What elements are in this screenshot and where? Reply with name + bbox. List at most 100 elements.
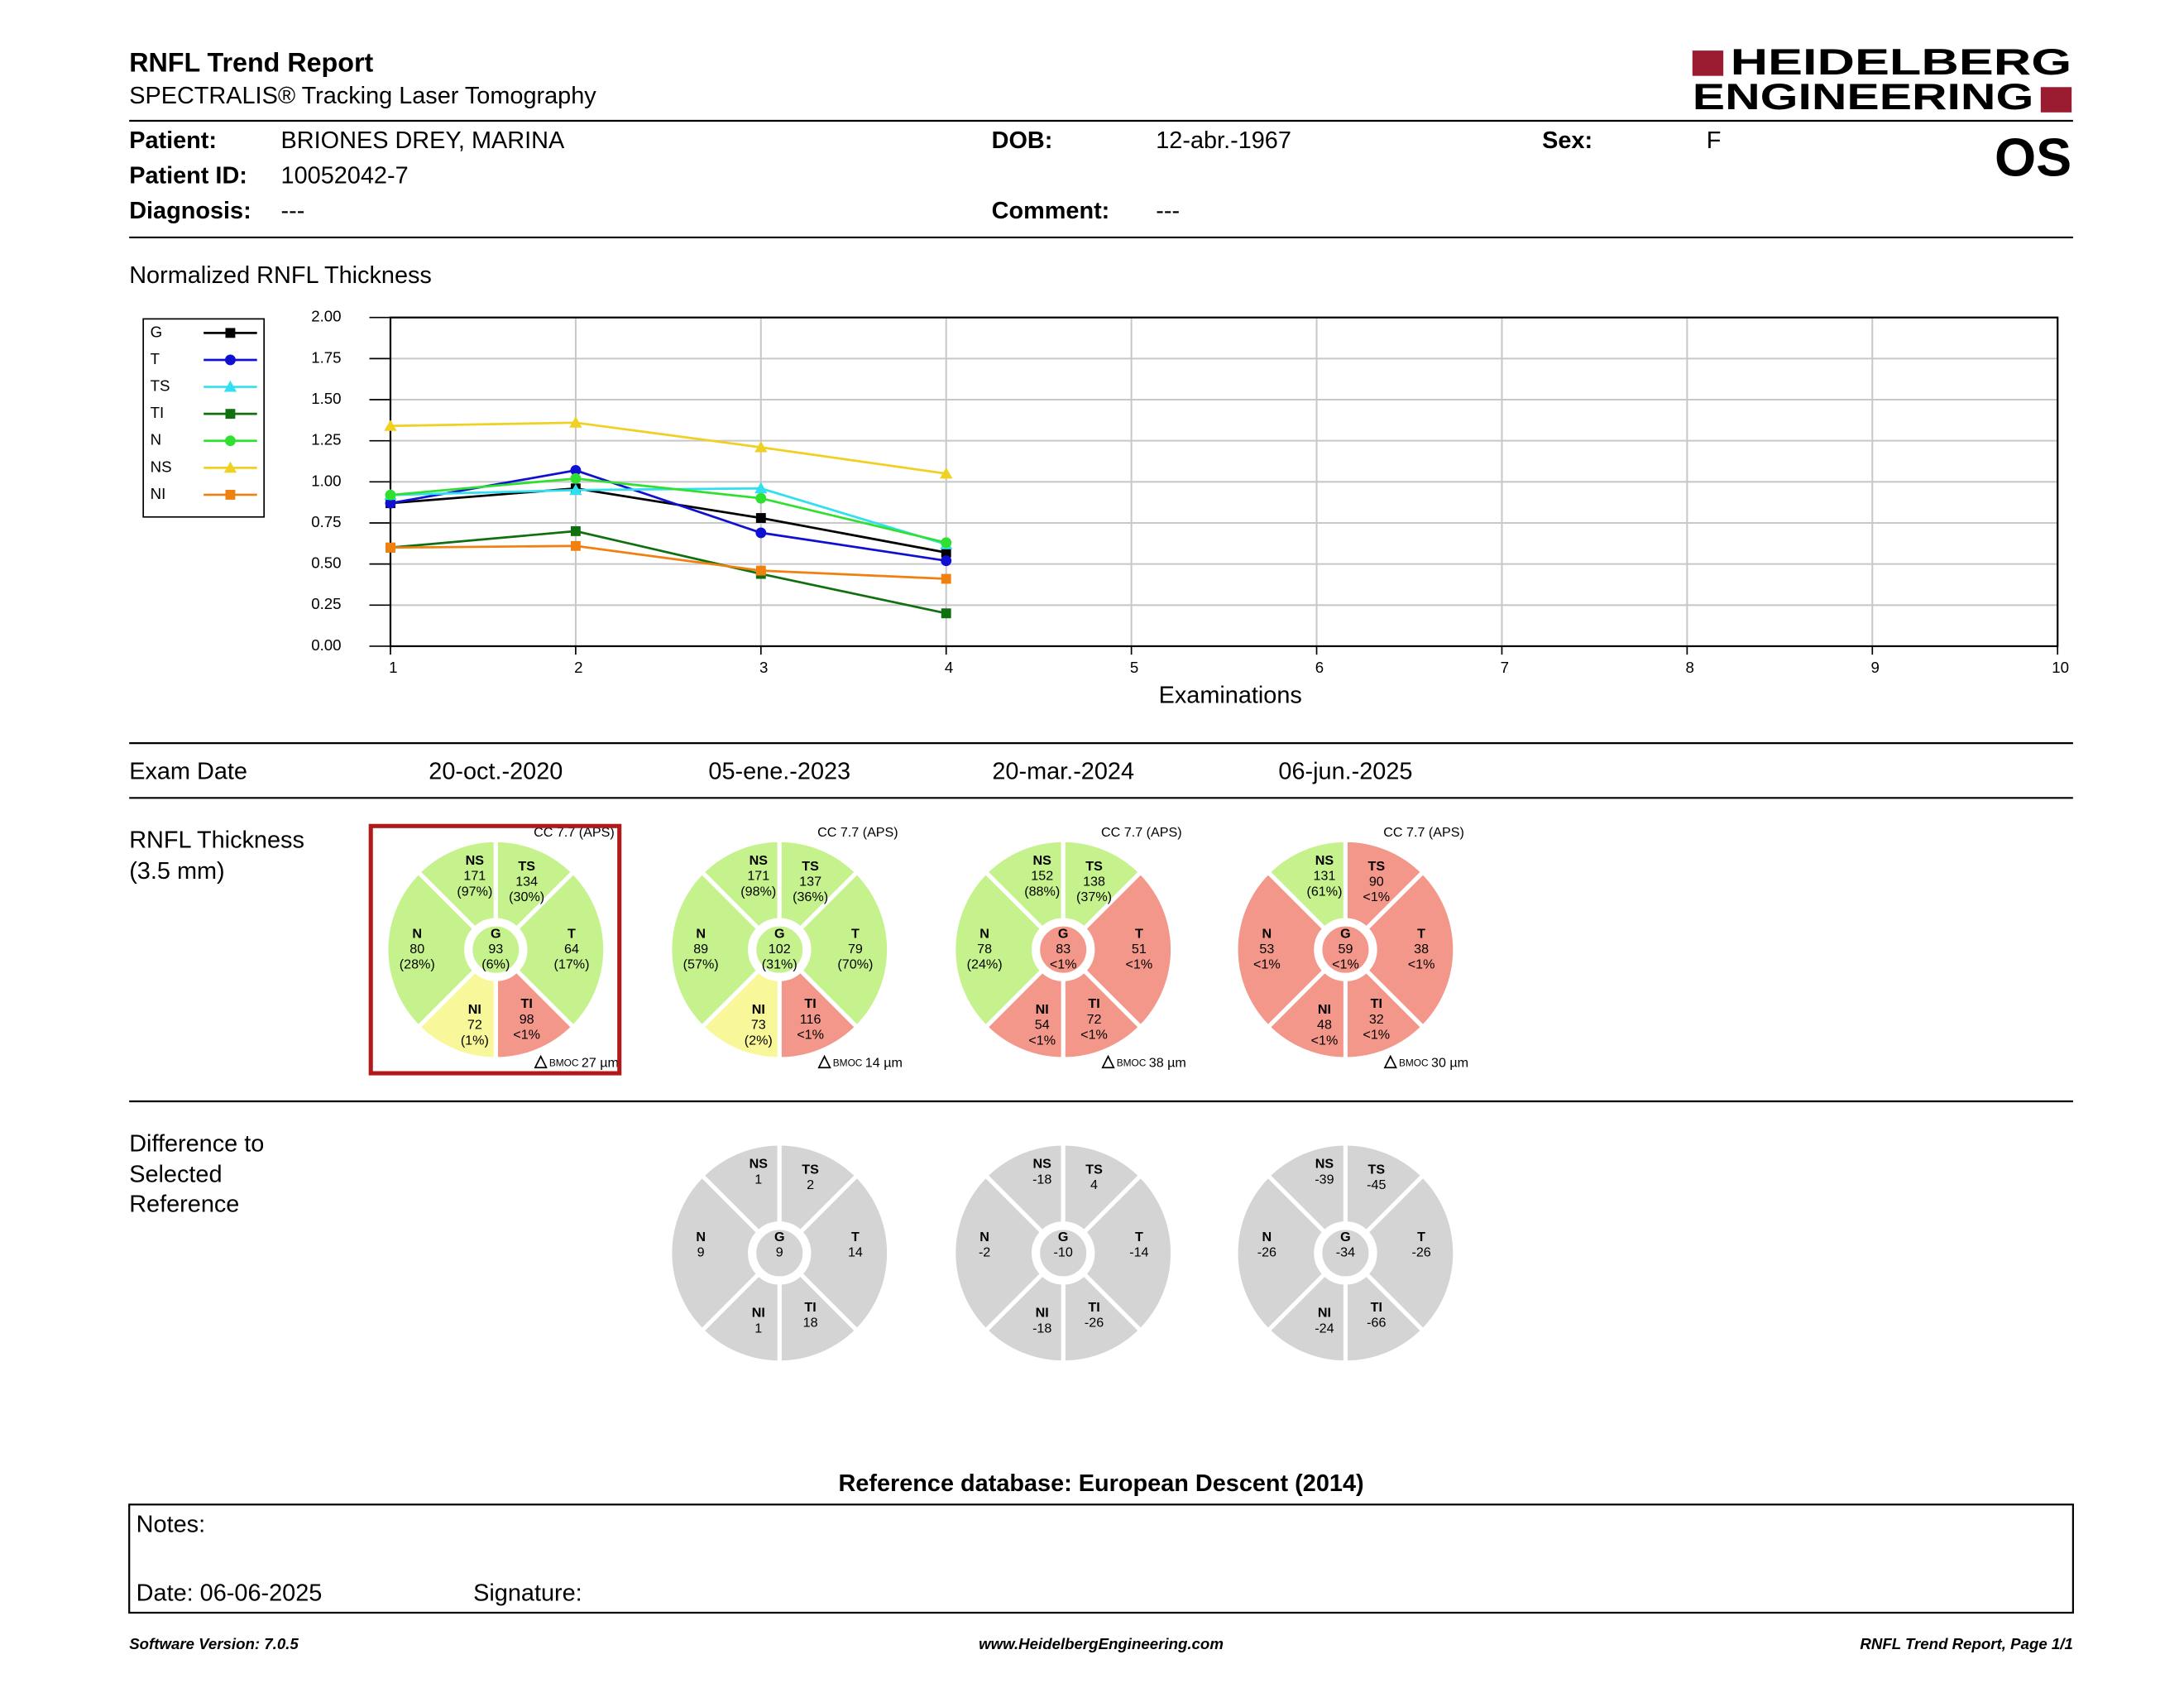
- y-tick-label: 0.25: [311, 595, 341, 612]
- x-tick-label: 4: [945, 659, 953, 676]
- sector-value: 98: [520, 1012, 534, 1027]
- sector-percent: <1%: [1028, 1033, 1056, 1048]
- sector-value: 2: [807, 1177, 814, 1192]
- footer-right: RNFL Trend Report, Page 1/1: [1860, 1635, 2072, 1652]
- x-tick-label: 2: [574, 659, 582, 676]
- sector-value: 102: [769, 942, 791, 957]
- sector-name: TS: [1085, 1162, 1103, 1177]
- legend-label: TS: [151, 376, 170, 394]
- marker: [225, 328, 236, 338]
- sector-value: 152: [1031, 869, 1053, 884]
- bmoc-label: BMOC: [1117, 1057, 1147, 1068]
- sector-name: NI: [752, 1306, 765, 1321]
- selected-frame: [368, 823, 622, 1076]
- sector: [468, 922, 524, 977]
- sector-circle: NS152(88%)TS138(37%)T51<1%TI72<1%NI54<1%…: [951, 837, 1176, 1062]
- legend-label: G: [151, 323, 163, 340]
- sector-name: TS: [1085, 859, 1103, 874]
- sector-value: -26: [1257, 1245, 1276, 1260]
- sector-percent: <1%: [1050, 957, 1077, 972]
- sector-value: 171: [747, 869, 769, 884]
- sector-percent: (36%): [793, 890, 828, 904]
- sector-name: TI: [1371, 996, 1382, 1011]
- sector-name: G: [1340, 926, 1351, 941]
- sector-value: 79: [848, 942, 863, 957]
- marker: [941, 547, 951, 558]
- sector: [1265, 837, 1348, 933]
- marker: [225, 490, 236, 500]
- sector-percent: <1%: [1080, 1027, 1108, 1042]
- y-tick-label: 0.75: [311, 513, 341, 530]
- section-label: RNFL Thickness: [129, 827, 304, 854]
- sector-name: NS: [750, 853, 769, 868]
- sector-percent: (2%): [745, 1033, 773, 1048]
- sector-percent: (61%): [1306, 884, 1342, 899]
- y-tick-label: 1.50: [311, 390, 341, 407]
- sector: [1343, 1270, 1426, 1365]
- bmoc-triangle: [1383, 1054, 1397, 1069]
- sector: [752, 1225, 807, 1281]
- sector-value: 38: [1414, 942, 1429, 957]
- sector: [668, 1172, 762, 1334]
- sector-value: -34: [1336, 1245, 1355, 1260]
- sector: [777, 1270, 860, 1365]
- x-tick-label: 8: [1686, 659, 1694, 676]
- sector: [777, 837, 860, 933]
- sector-value: -26: [1411, 1245, 1430, 1260]
- marker: [386, 542, 395, 553]
- sector-name: TS: [1367, 1162, 1385, 1177]
- sector: [513, 869, 608, 1030]
- sector-percent: (24%): [967, 957, 1003, 972]
- sector-percent: <1%: [1253, 957, 1281, 972]
- cc-label: CC 7.7 (APS): [1101, 825, 1182, 840]
- marker: [225, 409, 236, 420]
- sector-name: TI: [1088, 1300, 1099, 1315]
- bmoc-triangle: [817, 1054, 831, 1069]
- marker: [755, 565, 766, 576]
- sector-name: T: [851, 926, 860, 941]
- sector-percent: <1%: [1363, 1027, 1390, 1042]
- sector-value: 1: [754, 1172, 762, 1187]
- sector-name: N: [696, 926, 706, 941]
- y-tick-label: 1.25: [311, 431, 341, 448]
- marker: [569, 416, 582, 428]
- sector-value: 53: [1259, 942, 1274, 957]
- sector-value: 54: [1035, 1018, 1050, 1033]
- sector: [1363, 1172, 1458, 1334]
- field-value: F: [1707, 127, 1722, 154]
- logo-text: HEIDELBERG: [1731, 42, 2072, 83]
- sector-value: -39: [1315, 1172, 1334, 1187]
- sector-value: 18: [803, 1316, 818, 1331]
- field-label: Patient:: [129, 127, 217, 154]
- sector: [493, 837, 577, 933]
- cc-label: CC 7.7 (APS): [1383, 825, 1464, 840]
- marker: [570, 464, 582, 476]
- sector-value: 32: [1369, 1012, 1384, 1027]
- sector-percent: (57%): [683, 957, 719, 972]
- marker: [570, 540, 581, 551]
- marker: [754, 440, 768, 453]
- sector: [1233, 869, 1328, 1030]
- sector-name: NI: [1036, 1002, 1049, 1017]
- legend-box: [142, 318, 266, 518]
- sector-name: NS: [1033, 1157, 1052, 1172]
- sector-value: 4: [1090, 1177, 1098, 1192]
- legend-label: NS: [151, 458, 172, 475]
- sector: [1061, 837, 1144, 933]
- sector: [1233, 1172, 1328, 1334]
- sector: [951, 869, 1046, 1030]
- sector-value: 137: [799, 874, 821, 889]
- series-line: [390, 421, 946, 475]
- field-label: DOB:: [992, 127, 1053, 154]
- sector-value: 116: [800, 1012, 821, 1027]
- series-line: [390, 487, 946, 554]
- sector: [1265, 967, 1348, 1062]
- bmoc-value: 38 µm: [1149, 1055, 1186, 1070]
- sector-name: G: [774, 1230, 785, 1244]
- sector-value: -24: [1315, 1321, 1334, 1336]
- sector-percent: (17%): [553, 957, 589, 972]
- sector: [699, 837, 782, 933]
